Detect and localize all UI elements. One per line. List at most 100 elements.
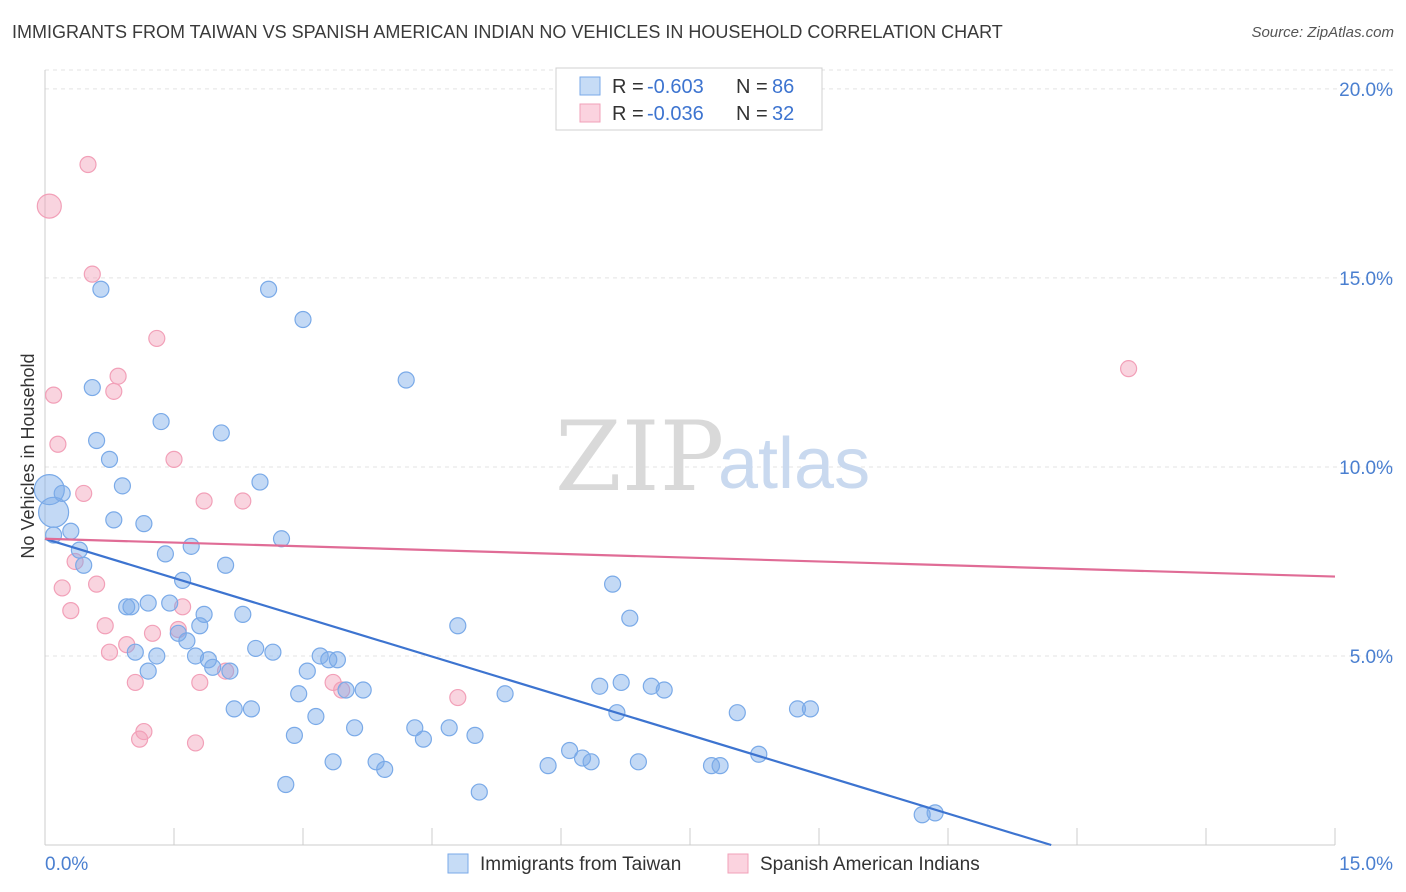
taiwan-point (105, 511, 123, 529)
watermark-zip: ZIP (555, 401, 724, 513)
taiwan-point (139, 594, 157, 612)
bottom-legend-label-taiwan: Immigrants from Taiwan (480, 854, 681, 875)
spanish-point (186, 734, 205, 752)
spanish-point (100, 643, 119, 661)
spanish-trend-line (44, 537, 1336, 578)
taiwan-point (290, 685, 308, 703)
spanish-point (143, 624, 162, 642)
taiwan-point (212, 424, 230, 442)
taiwan-point (221, 662, 239, 680)
taiwan-point (496, 685, 514, 703)
taiwan-point (376, 760, 394, 778)
spanish-point (44, 386, 63, 404)
spanish-point (53, 579, 71, 597)
spanish-point (195, 492, 213, 510)
taiwan-point (234, 605, 252, 623)
taiwan-point (113, 477, 132, 495)
taiwan-point (126, 643, 144, 661)
legend-swatch-spanish (579, 103, 601, 123)
legend-n-label-taiwan: N = (736, 76, 768, 98)
taiwan-point (135, 515, 153, 533)
taiwan-point (87, 431, 106, 450)
taiwan-point (204, 658, 222, 676)
taiwan-point (573, 749, 592, 767)
series-immigrants-from-taiwan (33, 280, 944, 824)
legend-r-label-spanish: R = (612, 103, 644, 125)
spanish-point (79, 155, 97, 174)
taiwan-point (148, 647, 166, 665)
taiwan-point (307, 707, 325, 726)
spanish-point (148, 329, 166, 348)
taiwan-point (178, 632, 196, 650)
legend-r-label-taiwan: R = (612, 76, 644, 98)
bottom-legend-swatch-spanish (727, 853, 749, 874)
correlation-legend: R = -0.603 N = 86 R = -0.036 N = 32 (555, 67, 823, 131)
taiwan-point (62, 522, 80, 540)
spanish-point (135, 722, 153, 741)
gridlines (45, 69, 1393, 657)
taiwan-point (612, 673, 630, 692)
taiwan-point (195, 605, 213, 623)
taiwan-point (92, 280, 110, 298)
taiwan-point (53, 484, 71, 503)
trend-lines (44, 537, 1336, 847)
spanish-point (36, 193, 62, 219)
taiwan-point (397, 371, 415, 389)
taiwan-point (440, 719, 458, 737)
legend-n-value-spanish: 32 (772, 103, 794, 125)
watermark-atlas: atlas (718, 424, 870, 504)
taiwan-point (186, 647, 205, 665)
taiwan-point (406, 719, 424, 737)
legend-r-value-spanish: -0.036 (647, 103, 704, 125)
taiwan-point (242, 700, 260, 718)
spanish-point (62, 602, 80, 620)
taiwan-point (414, 730, 432, 748)
spanish-point (217, 662, 235, 680)
y-tick-label: 10.0% (1339, 458, 1393, 479)
legend-swatch-taiwan (579, 76, 601, 96)
legend-n-label-spanish: N = (736, 103, 768, 125)
taiwan-point (100, 450, 119, 468)
spanish-point (66, 552, 84, 571)
taiwan-point (337, 681, 355, 699)
taiwan-point (75, 556, 93, 574)
spanish-point (126, 673, 144, 692)
bottom-legend-swatch-taiwan (447, 853, 469, 874)
taiwan-point (37, 496, 70, 528)
taiwan-point (251, 473, 269, 491)
taiwan-point (591, 677, 609, 695)
taiwan-point (118, 598, 136, 616)
spanish-point (83, 265, 101, 283)
spanish-point (165, 450, 183, 468)
taiwan-point (346, 719, 364, 737)
taiwan-point (83, 378, 101, 397)
x-tick-label-max: 15.0% (1339, 854, 1393, 875)
taiwan-trend-line (44, 537, 1052, 847)
taiwan-point (582, 753, 600, 771)
taiwan-point (122, 598, 140, 616)
taiwan-point (285, 726, 303, 744)
spanish-point (1119, 360, 1138, 378)
y-axis-label: No Vehicles in Household (18, 353, 38, 558)
taiwan-point (264, 643, 282, 661)
x-tick-marks (173, 828, 1336, 845)
spanish-point (449, 688, 467, 707)
taiwan-point (260, 280, 278, 298)
taiwan-point (324, 753, 342, 771)
taiwan-point (642, 677, 660, 695)
taiwan-point (539, 757, 557, 775)
y-tick-label: 5.0% (1350, 647, 1393, 668)
taiwan-point (298, 662, 316, 680)
taiwan-point (217, 556, 235, 574)
spanish-point (105, 382, 123, 400)
taiwan-point (161, 594, 179, 612)
spanish-point (87, 575, 106, 593)
taiwan-point (247, 639, 265, 658)
spanish-point (169, 620, 187, 639)
taiwan-point (277, 775, 295, 794)
taiwan-point (272, 530, 291, 548)
taiwan-point (621, 609, 639, 627)
taiwan-point (629, 753, 648, 771)
taiwan-point (320, 651, 338, 669)
